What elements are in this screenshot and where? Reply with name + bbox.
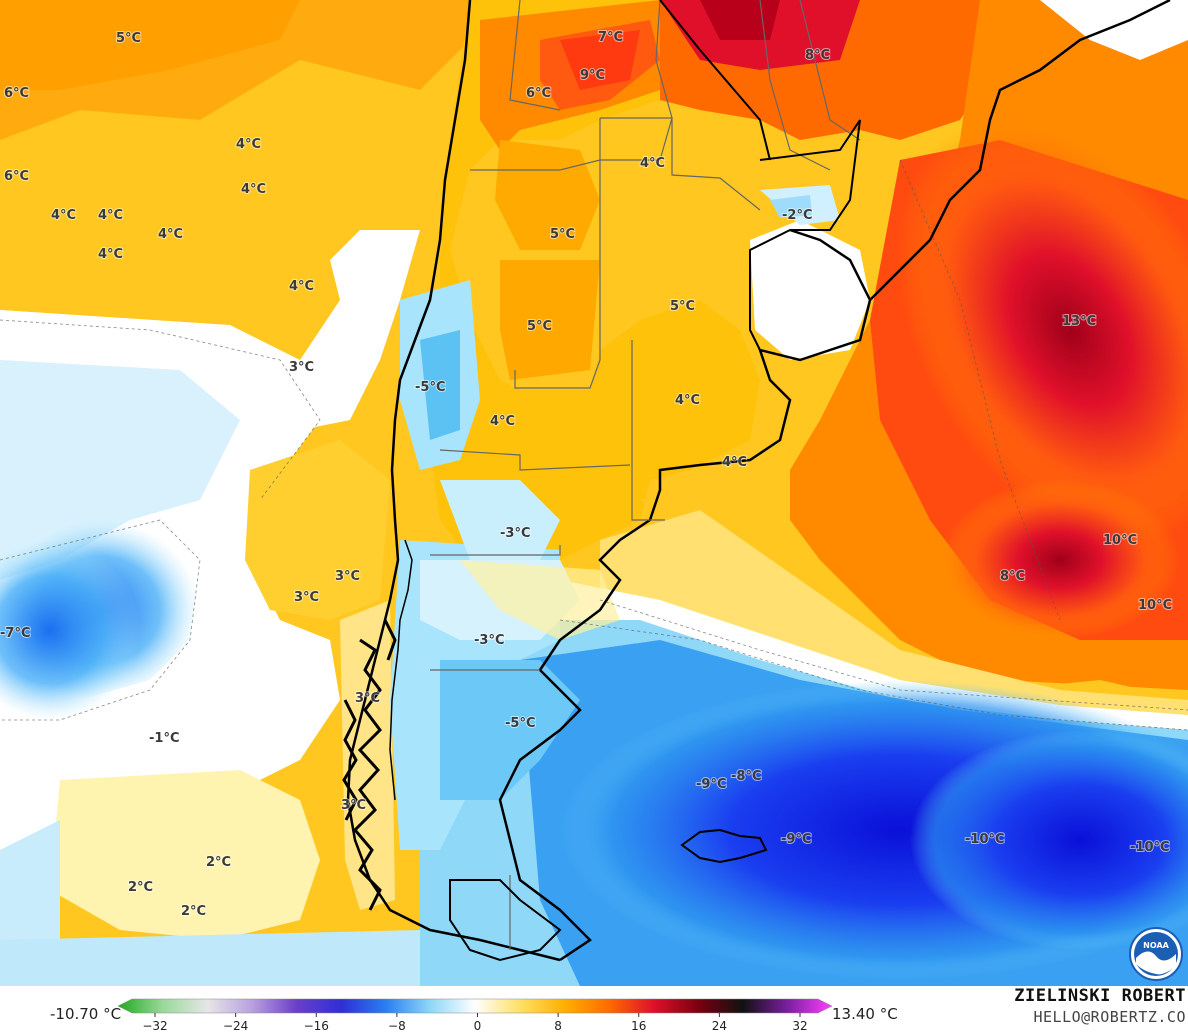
temp-label: 3°C: [294, 590, 319, 605]
colorbar-min-label: -10.70 °C: [50, 1005, 122, 1023]
temp-label: 5°C: [550, 227, 575, 242]
colorbar-tick-label: 8: [554, 1019, 562, 1033]
temp-label: -5°C: [505, 716, 535, 731]
colorbar-tick-label: 24: [712, 1019, 727, 1033]
temp-label: 8°C: [1000, 569, 1025, 584]
temp-label: -9°C: [696, 777, 726, 792]
temp-label: 5°C: [527, 319, 552, 334]
colorbar-tick-label: −16: [304, 1019, 329, 1033]
colorbar-tick-label: −24: [223, 1019, 248, 1033]
temp-label: 6°C: [4, 169, 29, 184]
temp-label: -2°C: [782, 208, 812, 223]
colorbar-tick-label: 0: [474, 1019, 482, 1033]
temp-label: 2°C: [128, 880, 153, 895]
author-credit: ZIELINSKI ROBERT: [1014, 986, 1186, 1006]
temp-label: -10°C: [1130, 840, 1170, 855]
temp-label: 4°C: [722, 455, 747, 470]
temp-label: -1°C: [149, 731, 179, 746]
temp-label: 5°C: [670, 299, 695, 314]
temp-label: 3°C: [289, 360, 314, 375]
temp-label: 3°C: [341, 798, 366, 813]
temp-label: 4°C: [289, 279, 314, 294]
colorbar-tick-label: −8: [388, 1019, 406, 1033]
temp-label: 3°C: [355, 691, 380, 706]
noaa-logo: NOAA: [1129, 927, 1183, 981]
temp-label: -9°C: [781, 832, 811, 847]
temp-label: 5°C: [116, 31, 141, 46]
temp-label: -5°C: [415, 380, 445, 395]
noaa-logo-text: NOAA: [1143, 941, 1169, 950]
temp-label: 4°C: [98, 247, 123, 262]
temperature-anomaly-map: 5°C 6°C 6°C 4°C 4°C 4°C 4°C 4°C 4°C 4°C …: [0, 0, 1188, 986]
temp-label: 10°C: [1138, 598, 1172, 613]
temp-label: -3°C: [500, 526, 530, 541]
temp-label: -3°C: [474, 633, 504, 648]
temp-label: 4°C: [241, 182, 266, 197]
colorbar-bar: [117, 998, 833, 1014]
temp-label: -7°C: [0, 626, 30, 641]
temp-label: -10°C: [965, 832, 1005, 847]
temp-label: 13°C: [1062, 314, 1096, 329]
temp-label: 2°C: [181, 904, 206, 919]
temp-label: 4°C: [158, 227, 183, 242]
temp-label: 4°C: [675, 393, 700, 408]
temp-label: 6°C: [4, 86, 29, 101]
temp-label: 2°C: [206, 855, 231, 870]
temp-label: 8°C: [805, 48, 830, 63]
temp-label: 10°C: [1103, 533, 1137, 548]
temp-label: -8°C: [731, 769, 761, 784]
temp-label: 9°C: [580, 68, 605, 83]
temp-label: 4°C: [51, 208, 76, 223]
temp-label: 4°C: [98, 208, 123, 223]
temp-label: 4°C: [490, 414, 515, 429]
temp-label: 7°C: [598, 30, 623, 45]
temp-label: 4°C: [640, 156, 665, 171]
author-email: HELLO@ROBERTZ.CO: [1033, 1008, 1186, 1026]
temp-label: 3°C: [335, 569, 360, 584]
colorbar-tick-label: −32: [142, 1019, 167, 1033]
colorbar-tick-label: 32: [792, 1019, 807, 1033]
colorbar-tick-label: 16: [631, 1019, 646, 1033]
temp-label: 6°C: [526, 86, 551, 101]
colorbar: −32 −24 −16 −8 0 8 16 24 32: [117, 998, 833, 1033]
colorbar-max-label: 13.40 °C: [832, 1005, 898, 1023]
temp-label: 4°C: [236, 137, 261, 152]
